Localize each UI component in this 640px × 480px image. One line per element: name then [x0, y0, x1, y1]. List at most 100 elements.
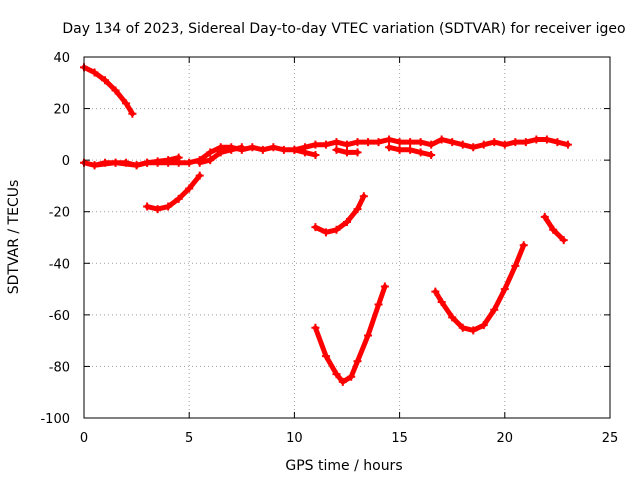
data-point: [469, 143, 478, 152]
data-point: [395, 145, 404, 154]
series-line: [144, 173, 203, 212]
data-point: [364, 331, 373, 340]
data-point: [153, 157, 162, 166]
data-point: [237, 143, 246, 152]
data-point: [532, 135, 541, 144]
y-tick-label: 20: [53, 103, 70, 118]
data-point: [479, 321, 488, 330]
data-point: [359, 192, 368, 201]
data-point: [258, 145, 267, 154]
data-point: [490, 138, 499, 147]
y-tick-label: -20: [49, 206, 70, 221]
data-point: [553, 138, 562, 147]
data-point: [406, 145, 415, 154]
series-arc-5: [290, 145, 320, 159]
data-point: [416, 148, 425, 157]
data-point: [338, 377, 347, 386]
data-point: [380, 282, 389, 291]
series-line: [312, 284, 388, 385]
series-arc-4: [195, 143, 246, 167]
data-point: [111, 86, 120, 95]
y-tick-label: -100: [40, 412, 70, 427]
data-point: [549, 225, 558, 234]
series-line: [542, 214, 567, 243]
data-point: [540, 212, 549, 221]
data-point: [500, 140, 509, 149]
data-point: [195, 171, 204, 180]
data-point: [347, 372, 356, 381]
data-point: [458, 323, 467, 332]
series-arc-3: [90, 153, 183, 170]
data-point: [321, 352, 330, 361]
data-point: [521, 138, 530, 147]
series-arc-8: [143, 171, 204, 214]
data-point: [458, 140, 467, 149]
data-point: [542, 135, 551, 144]
data-point: [353, 357, 362, 366]
data-point: [248, 143, 257, 152]
data-point: [164, 202, 173, 211]
data-point: [206, 156, 215, 165]
y-tick-label: 0: [62, 154, 70, 169]
data-point: [353, 205, 362, 214]
chart-title: Day 134 of 2023, Sidereal Day-to-day VTE…: [62, 21, 625, 37]
data-point: [469, 326, 478, 335]
data-point: [174, 153, 183, 162]
data-point: [321, 140, 330, 149]
data-point: [500, 285, 509, 294]
data-point: [511, 138, 520, 147]
y-tick-label: -80: [49, 360, 70, 375]
data-point: [385, 135, 394, 144]
data-point: [343, 218, 351, 227]
data-point: [364, 138, 373, 147]
y-tick-labels: -100 -80 -60 -40 -20 0 20 40: [40, 51, 70, 427]
x-tick-label: 25: [602, 431, 619, 446]
data-point: [437, 135, 446, 144]
y-axis-label: SDTVAR / TECUs: [6, 180, 22, 295]
series-arc-7: [385, 143, 436, 159]
plot-frame: [83, 56, 611, 419]
series-arc-11: [431, 241, 528, 335]
gridlines: [83, 56, 611, 419]
data-point: [311, 323, 320, 332]
series-arc-1: [80, 63, 137, 118]
data-point: [321, 228, 330, 237]
data-point: [332, 138, 341, 147]
axis-ticks: [83, 56, 611, 419]
x-tick-label: 0: [80, 431, 88, 446]
series-line: [312, 193, 367, 235]
data-point: [300, 148, 309, 157]
data-point: [227, 145, 236, 154]
data-series: [80, 63, 572, 386]
data-point: [174, 194, 183, 203]
data-point: [153, 205, 162, 214]
data-point: [511, 261, 520, 270]
data-point: [479, 140, 488, 149]
data-point: [395, 138, 404, 147]
data-point: [195, 158, 204, 167]
series-arc-9: [311, 192, 368, 237]
data-point: [563, 140, 572, 149]
data-point: [332, 145, 341, 154]
data-point: [206, 148, 215, 157]
data-point: [406, 138, 415, 147]
data-point: [311, 223, 320, 232]
x-tick-label: 5: [185, 431, 193, 446]
y-tick-label: -60: [49, 309, 70, 324]
data-point: [185, 158, 194, 167]
data-point: [290, 145, 299, 154]
data-point: [311, 140, 320, 149]
data-point: [332, 370, 341, 379]
data-point: [279, 145, 288, 154]
data-point: [128, 109, 137, 118]
series-arc-10: [311, 282, 389, 386]
data-point: [164, 156, 173, 165]
x-tick-label: 20: [497, 431, 514, 446]
data-point: [132, 161, 141, 170]
series-line: [432, 242, 527, 333]
x-axis-label: GPS time / hours: [285, 458, 402, 474]
data-point: [427, 140, 436, 149]
data-point: [185, 184, 194, 193]
data-point: [269, 143, 278, 152]
series-arc-6: [332, 145, 362, 157]
